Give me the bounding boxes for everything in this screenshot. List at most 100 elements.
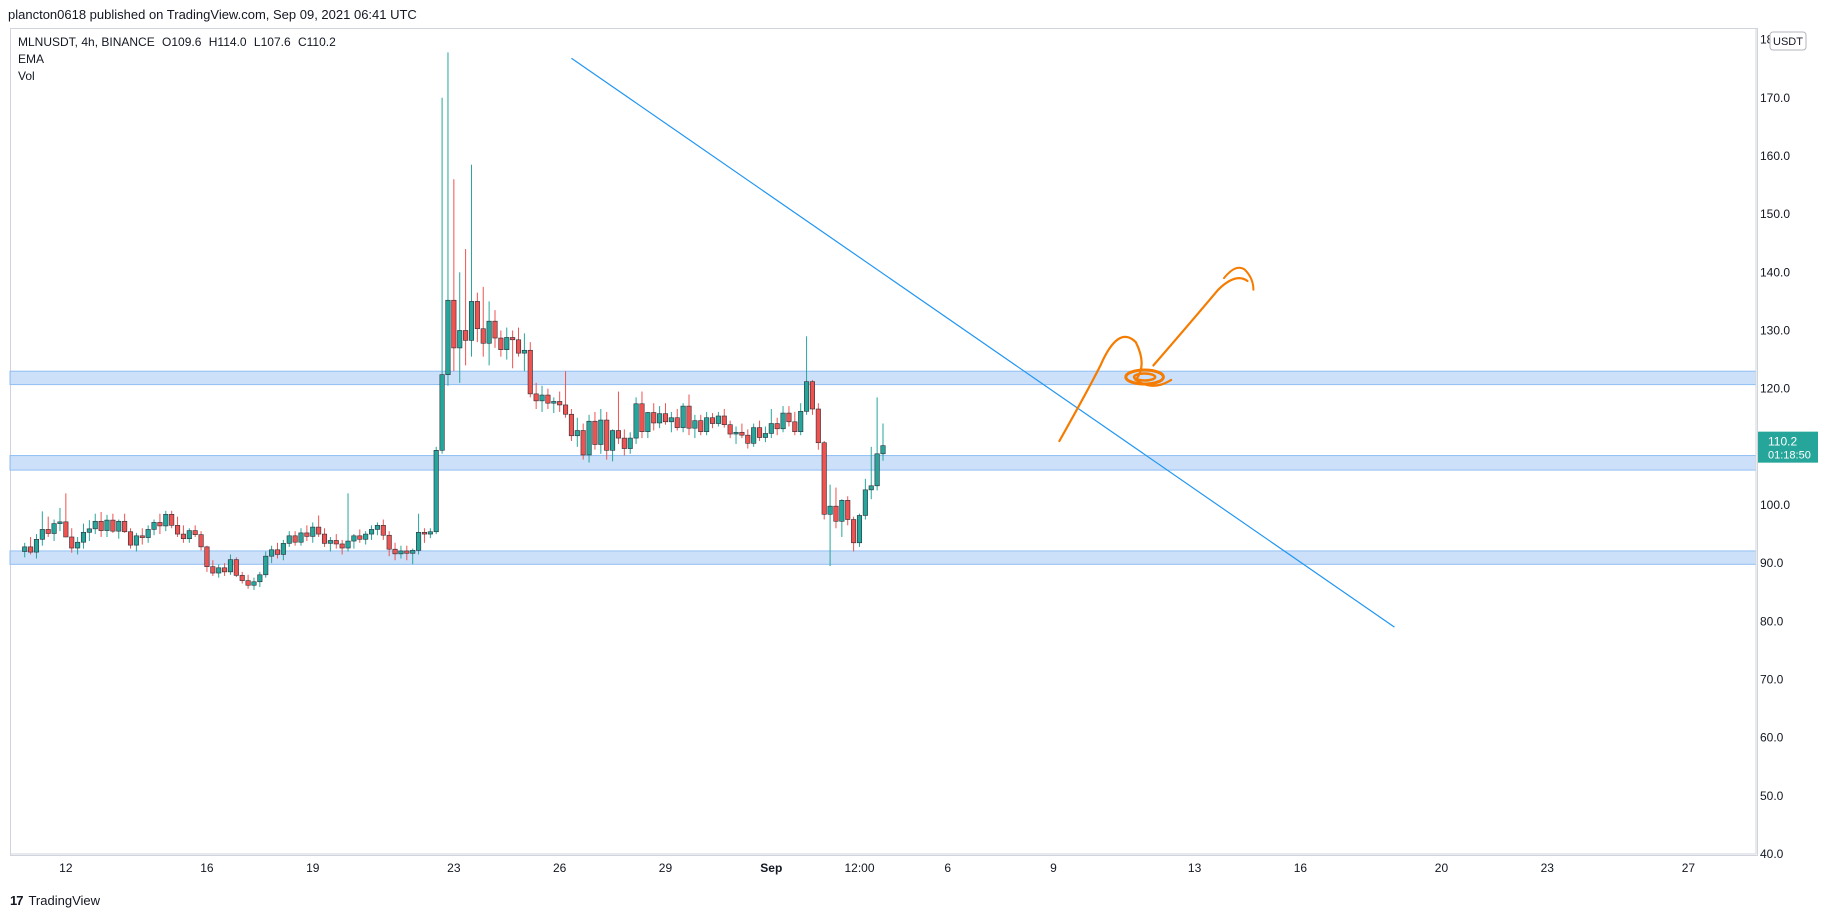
projection-path-second-leg	[1152, 277, 1249, 367]
candle-body	[780, 412, 786, 430]
close-value: C110.2	[297, 35, 336, 49]
candle-body	[292, 535, 298, 543]
candle-body	[192, 530, 198, 535]
y-tick-label: 80.0	[1760, 614, 1784, 628]
candle-body	[304, 532, 310, 537]
candle-body	[433, 450, 439, 533]
candle-body	[610, 430, 616, 451]
candle-body	[768, 423, 774, 434]
candle-body	[298, 532, 304, 543]
tradingview-logo-icon: 17	[10, 893, 24, 908]
candle-body	[151, 522, 157, 530]
candle-body	[204, 546, 210, 567]
currency-label: USDT	[1773, 36, 1803, 48]
candle-body	[333, 540, 339, 545]
candle-body	[715, 415, 721, 424]
candle-body	[709, 417, 716, 424]
candles-group	[22, 52, 886, 590]
y-tick-label: 60.0	[1760, 731, 1784, 745]
candle-body	[457, 330, 463, 349]
candle-body	[257, 574, 263, 583]
candle-body	[69, 536, 75, 549]
candle-body	[410, 550, 416, 554]
candle-body	[274, 549, 281, 555]
candle-body	[57, 521, 63, 524]
candle-body	[104, 519, 110, 531]
candle-body	[651, 412, 657, 424]
candle-body	[263, 555, 269, 576]
y-tick-label: 90.0	[1760, 556, 1784, 570]
target-circle-inner	[1132, 372, 1157, 382]
candle-body	[704, 417, 710, 432]
low-value: L107.6	[253, 35, 291, 49]
symbol-ohlc-row[interactable]: MLNUSDT, 4h, BINANCE O109.6 H114.0 L107.…	[18, 34, 340, 51]
symbol-label[interactable]: MLNUSDT, 4h, BINANCE	[18, 35, 155, 49]
candle-body	[92, 520, 98, 530]
candle-body	[851, 519, 857, 544]
x-tick-label: 12:00	[844, 861, 874, 875]
published-by-line: plancton0618 published on TradingView.co…	[8, 7, 417, 22]
last-price-label: 110.2	[1768, 435, 1797, 449]
candle-body	[633, 403, 639, 439]
candle-body	[351, 535, 357, 542]
candle-body	[504, 337, 510, 350]
candle-body	[321, 533, 328, 544]
candle-body	[868, 485, 874, 491]
chart-frame	[10, 28, 1758, 856]
candle-body	[733, 431, 739, 435]
candle-body	[698, 420, 704, 432]
x-tick-label: 29	[659, 861, 673, 875]
y-tick-label: 40.0	[1760, 847, 1784, 861]
candle-body	[222, 567, 228, 573]
candle-body	[139, 535, 145, 538]
candle-body	[774, 423, 780, 430]
candle-body	[727, 424, 733, 435]
candle-body	[468, 301, 475, 341]
candle-body	[245, 580, 251, 586]
x-tick-label: 16	[200, 861, 214, 875]
candle-body	[374, 525, 380, 530]
candle-body	[786, 412, 792, 423]
indicator-ema[interactable]: EMA	[18, 52, 45, 66]
x-tick-label: 16	[1294, 861, 1308, 875]
candle-body	[757, 427, 763, 438]
candle-body	[686, 405, 692, 429]
target-circle-outer	[1124, 368, 1165, 386]
x-tick-label: 12	[59, 861, 73, 875]
projection-arrow-head	[1223, 266, 1255, 291]
candle-body	[809, 381, 815, 410]
candle-body	[180, 533, 186, 540]
candle-body	[233, 559, 239, 576]
candle-body	[762, 433, 768, 438]
indicator-vol[interactable]: Vol	[18, 69, 35, 83]
candle-body	[210, 566, 216, 574]
chart-legend: MLNUSDT, 4h, BINANCE O109.6 H114.0 L107.…	[18, 34, 340, 85]
candle-body	[580, 430, 586, 456]
candle-body	[833, 505, 839, 522]
candle-body	[480, 328, 486, 344]
candle-body	[421, 532, 427, 535]
y-tick-label: 120.0	[1760, 382, 1790, 396]
support-resistance-zone-1	[9, 370, 1757, 386]
candle-body	[427, 531, 433, 535]
candle-body	[680, 405, 686, 428]
candle-body	[239, 575, 245, 581]
x-tick-label: 13	[1188, 861, 1202, 875]
candle-body	[75, 541, 81, 549]
candle-body	[498, 337, 504, 350]
candle-body	[874, 453, 880, 487]
descending-trendline	[571, 57, 1395, 628]
candle-body	[574, 430, 580, 437]
candle-body	[751, 427, 757, 444]
candle-body	[227, 559, 233, 573]
candle-body	[739, 431, 745, 436]
candle-body	[345, 540, 351, 549]
candle-body	[80, 532, 87, 543]
brand-name: TradingView	[28, 893, 101, 908]
candle-body	[568, 413, 574, 437]
candle-body	[463, 330, 469, 341]
candle-body	[492, 320, 498, 339]
footer-brand[interactable]: 17 TradingView	[10, 893, 100, 908]
candle-body	[745, 434, 751, 444]
